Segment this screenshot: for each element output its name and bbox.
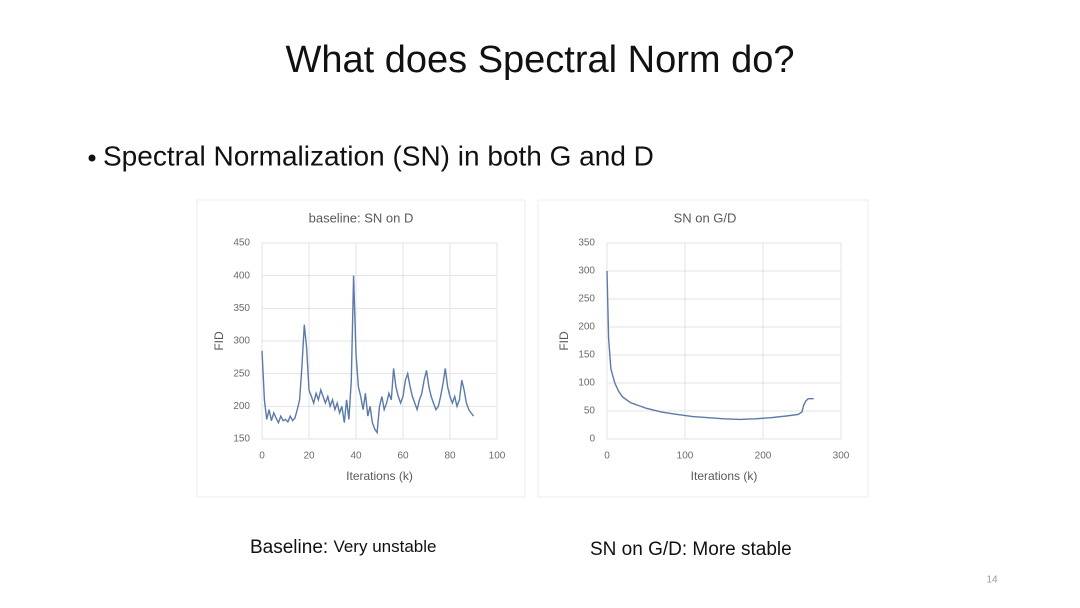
y-tick-label: 250: [578, 294, 595, 305]
x-tick-label: 20: [303, 451, 315, 462]
y-tick-label: 350: [578, 238, 595, 249]
x-tick-label: 60: [397, 451, 409, 462]
caption: Baseline: Very unstable: [250, 537, 436, 558]
caption-lead: Baseline:: [250, 537, 328, 558]
x-tick-label: 80: [444, 451, 456, 462]
x-tick-label: 100: [677, 451, 694, 462]
chart-frame: [196, 199, 526, 498]
y-tick-label: 200: [578, 322, 595, 333]
x-tick-label: 200: [755, 451, 772, 462]
x-tick-label: 0: [259, 451, 265, 462]
y-tick-label: 400: [233, 270, 250, 281]
slide-title: What does Spectral Norm do?: [285, 39, 794, 81]
y-tick-label: 250: [233, 368, 250, 379]
data-line: [261, 275, 475, 435]
bullet-text: Spectral Normalization (SN) in both G an…: [103, 140, 654, 171]
y-tick-label: 450: [233, 238, 250, 249]
page-number: 14: [986, 575, 998, 586]
x-tick-label: 300: [833, 451, 850, 462]
y-axis-label: FID: [212, 331, 226, 351]
x-tick-label: 100: [489, 451, 506, 462]
y-tick-label: 350: [233, 303, 250, 314]
y-axis-label: FID: [557, 331, 571, 351]
y-tick-label: 200: [233, 401, 250, 412]
y-tick-label: 0: [589, 434, 595, 445]
x-axis-label: Iterations (k): [346, 469, 413, 483]
y-tick-label: 50: [584, 406, 596, 417]
x-tick-label: 0: [604, 451, 610, 462]
caption-text: Very unstable: [333, 537, 436, 556]
y-tick-label: 300: [578, 266, 595, 277]
caption: SN on G/D: More stable: [590, 539, 792, 560]
x-tick-label: 40: [350, 451, 362, 462]
y-tick-label: 150: [578, 350, 595, 361]
x-axis-label: Iterations (k): [691, 469, 758, 483]
chart-title: SN on G/D: [674, 210, 737, 225]
chart-title: baseline: SN on D: [309, 210, 414, 225]
y-tick-label: 100: [578, 378, 595, 389]
y-tick-label: 150: [233, 434, 250, 445]
chart-frame: [537, 199, 869, 498]
y-tick-label: 300: [233, 336, 250, 347]
bullet-dot: [88, 154, 96, 162]
data-line: [606, 270, 814, 421]
